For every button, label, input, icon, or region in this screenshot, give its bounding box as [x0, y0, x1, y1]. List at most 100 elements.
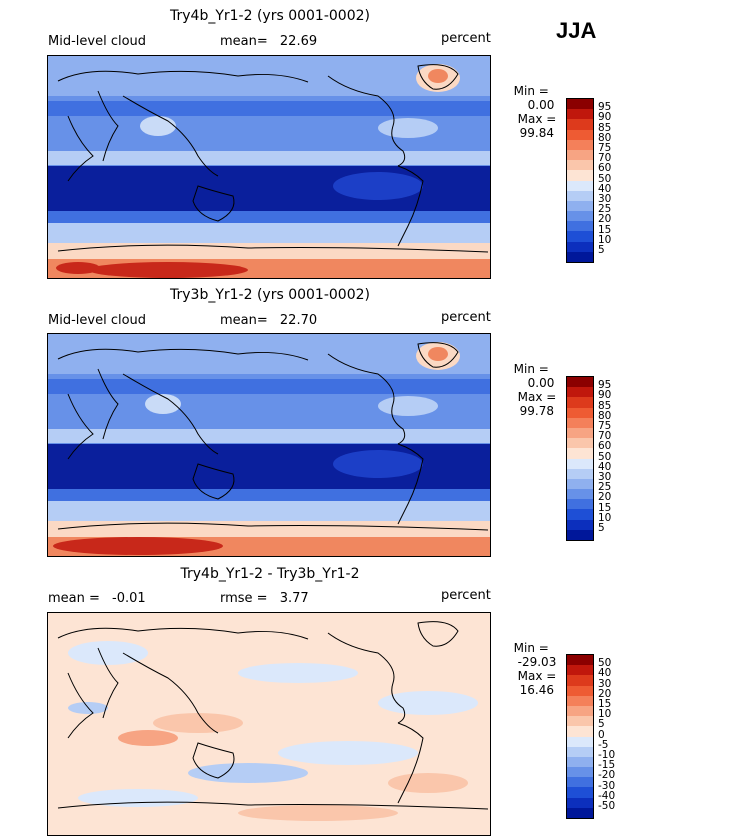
colorbar-tick-label: 30 [598, 677, 612, 690]
colorbar-tick-label: 70 [598, 152, 612, 165]
colorbar-swatch [567, 756, 593, 768]
colorbar-swatch [567, 478, 593, 490]
panel-2-colorbar-ticks: 95 90 85 80 75 70 60 50 40 30 25 20 15 10 5 [598, 376, 628, 544]
colorbar-swatch [567, 397, 593, 408]
colorbar-tick-label: 85 [598, 121, 612, 134]
colorbar-swatch [567, 160, 593, 171]
colorbar-swatch [567, 190, 593, 201]
colorbar-tick-label: 40 [598, 460, 612, 473]
colorbar-swatch [567, 119, 593, 130]
colorbar-tick-label: 40 [598, 667, 612, 680]
panel-1-max-label: Max = [517, 112, 557, 126]
colorbar-tick-label: 20 [598, 213, 612, 226]
panel-1-title: Try4b_Yr1-2 (yrs 0001-0002) [170, 8, 370, 24]
colorbar-tick-label: -50 [598, 800, 616, 812]
colorbar-swatch [567, 746, 593, 757]
panel-2-max-value: 99.78 [519, 404, 554, 418]
colorbar-tick-label: -30 [598, 779, 616, 792]
colorbar-swatch [567, 180, 593, 191]
colorbar-tick-label: 40 [598, 182, 612, 195]
colorbar-swatch [567, 241, 593, 252]
panel-1-max-value: 99.84 [519, 126, 554, 140]
colorbar-swatch [567, 695, 593, 706]
panel-3-colorbar [566, 654, 594, 819]
colorbar-swatch [567, 221, 593, 232]
colorbar-tick-label: 60 [598, 162, 612, 175]
panel-2-units: percent [441, 310, 491, 325]
colorbar-swatch [567, 489, 593, 500]
panel-1-mean-text: mean= [220, 34, 268, 49]
panel-1-units: percent [441, 31, 491, 46]
colorbar-swatch [567, 427, 593, 439]
colorbar-tick-label: 50 [598, 657, 612, 670]
colorbar-swatch [567, 705, 593, 717]
colorbar-tick-label: 75 [598, 420, 612, 432]
colorbar-swatch [567, 129, 593, 140]
panel-2-map [47, 333, 491, 557]
colorbar-tick-label: -20 [598, 769, 616, 782]
panel-3-title: Try4b_Yr1-2 - Try3b_Yr1-2 [180, 566, 360, 582]
panel-1-map-svg [48, 56, 490, 278]
colorbar-swatch [567, 655, 593, 666]
panel-2-colorbar [566, 376, 594, 541]
panel-1-colorbar-ticks: 95 90 85 80 75 70 60 50 40 30 25 20 15 10 5 [598, 98, 628, 266]
colorbar-swatch [567, 170, 593, 181]
panel-1-min-label: Min = [513, 84, 549, 98]
colorbar-swatch [567, 109, 593, 120]
colorbar-swatch [567, 519, 593, 530]
colorbar-swatch [567, 529, 593, 540]
panel-3-colorbar-ticks: 50 40 30 20 15 10 5 0 -5 -10 -15 -20 -30 -40 -50 [598, 654, 628, 822]
colorbar-swatch [567, 685, 593, 696]
panel-1-map [47, 55, 491, 279]
colorbar-swatch [567, 387, 593, 398]
panel-3-min-label: Min = [513, 641, 549, 655]
panel-2-min-label: Min = [513, 362, 549, 376]
colorbar-swatch [567, 139, 593, 150]
colorbar-tick-label: 5 [598, 522, 605, 534]
colorbar-swatch [567, 200, 593, 212]
panel-3-min-value: -29.03 [517, 655, 557, 669]
colorbar-swatch [567, 665, 593, 676]
colorbar-tick-label: -40 [598, 789, 616, 802]
colorbar-tick-label: 50 [598, 450, 612, 463]
colorbar-swatch [567, 726, 593, 737]
panel-2-mean-label: mean= 22.70 [220, 313, 317, 328]
colorbar-swatch [567, 407, 593, 418]
panel-3-rmse-value: 3.77 [279, 591, 309, 606]
panel-2-mean-text: mean= [220, 313, 268, 328]
colorbar-swatch [567, 777, 593, 788]
colorbar-tick-label: 5 [598, 244, 605, 256]
colorbar-swatch [567, 251, 593, 262]
panel-1-mean-value: 22.69 [279, 34, 318, 49]
panel-2-mean-value: 22.70 [279, 313, 318, 328]
panel-3-rmse-label: rmse = 3.77 [220, 591, 309, 606]
colorbar-swatch [567, 99, 593, 110]
colorbar-tick-label: 60 [598, 440, 612, 453]
colorbar-swatch [567, 417, 593, 428]
colorbar-tick-label: 10 [598, 708, 612, 721]
panel-2-max-label: Max = [517, 390, 557, 404]
panel-1-variable-label: Mid-level cloud [48, 34, 147, 49]
colorbar-swatch [567, 675, 593, 686]
colorbar-tick-label: 5 [598, 718, 605, 731]
panel-3-units: percent [441, 588, 491, 603]
colorbar-tick-label: 25 [598, 203, 612, 216]
colorbar-tick-label: -10 [598, 749, 616, 761]
colorbar-tick-label: 30 [598, 471, 612, 483]
colorbar-tick-label: 10 [598, 511, 612, 524]
panel-3-mean-label: mean = -0.01 [48, 591, 146, 606]
colorbar-swatch [567, 458, 593, 469]
colorbar-tick-label: 95 [598, 379, 612, 392]
panel-2-minmax: Min = 0.00 Max = 99.78 [506, 348, 557, 418]
colorbar-tick-label: -5 [598, 738, 609, 751]
colorbar-tick-label: 90 [598, 389, 612, 402]
colorbar-tick-label: 90 [598, 111, 612, 124]
colorbar-swatch [567, 211, 593, 222]
colorbar-tick-label: 20 [598, 687, 612, 700]
colorbar-swatch [567, 736, 593, 747]
panel-1-minmax: Min = 0.00 Max = 99.84 [506, 70, 557, 140]
colorbar-swatch [567, 438, 593, 449]
panel-1-colorbar [566, 98, 594, 263]
colorbar-tick-label: 80 [598, 409, 612, 422]
panel-2-map-svg [48, 334, 490, 556]
